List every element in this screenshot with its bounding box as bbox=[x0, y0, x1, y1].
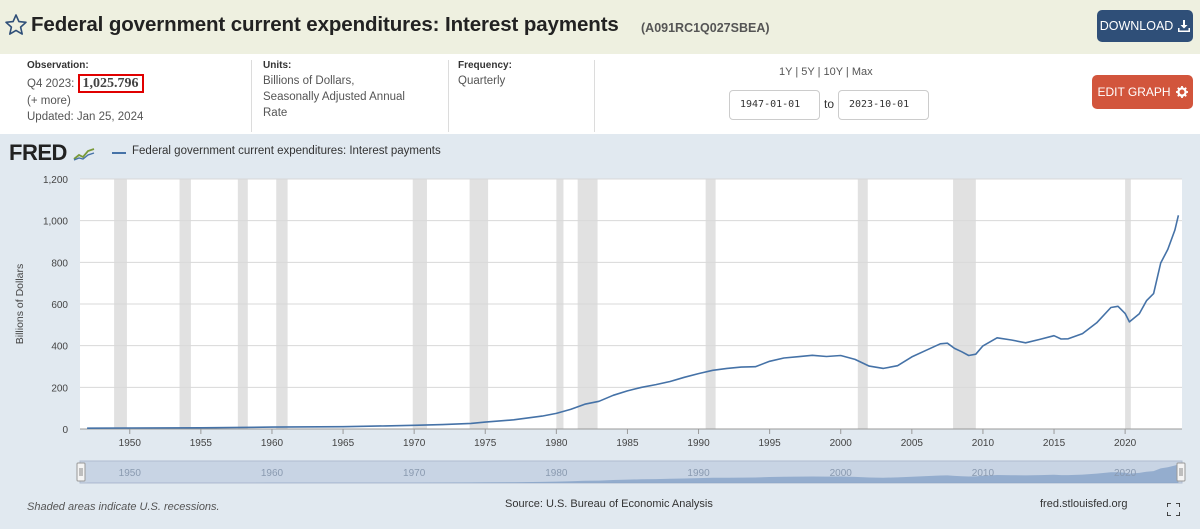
x-tick-label: 1960 bbox=[261, 438, 284, 449]
y-tick-label: 1,000 bbox=[43, 217, 68, 228]
edit-graph-button[interactable]: EDIT GRAPH bbox=[1092, 75, 1193, 109]
y-tick-label: 800 bbox=[51, 258, 68, 269]
recession-note: Shaded areas indicate U.S. recessions. bbox=[27, 501, 220, 513]
x-tick-label: 1965 bbox=[332, 438, 355, 449]
x-tick-label: 1990 bbox=[687, 438, 710, 449]
x-tick-label: 2010 bbox=[972, 438, 995, 449]
frequency-block: Frequency: Quarterly bbox=[458, 60, 588, 132]
frequency-value: Quarterly bbox=[458, 75, 506, 87]
units-line: Seasonally Adjusted Annual bbox=[263, 91, 405, 103]
observation-label: Observation: bbox=[27, 60, 89, 71]
navigator-tick-label: 1960 bbox=[261, 468, 284, 479]
range-1y[interactable]: 1Y bbox=[779, 66, 793, 78]
y-tick-label: 200 bbox=[51, 383, 68, 394]
units-block: Units: Billions of Dollars, Seasonally A… bbox=[263, 60, 443, 132]
edit-graph-label: EDIT GRAPH bbox=[1097, 85, 1171, 99]
star-icon[interactable] bbox=[4, 13, 28, 37]
navigator-tick-label: 1980 bbox=[545, 468, 568, 479]
navigator-tick-label: 2010 bbox=[972, 468, 995, 479]
x-tick-label: 1980 bbox=[545, 438, 568, 449]
range-10y[interactable]: 10Y bbox=[823, 66, 843, 78]
y-tick-label: 0 bbox=[62, 425, 68, 436]
x-tick-label: 2020 bbox=[1114, 438, 1137, 449]
gear-icon bbox=[1175, 86, 1188, 98]
fred-url[interactable]: fred.stlouisfed.org bbox=[1040, 498, 1128, 510]
source-text: Source: U.S. Bureau of Economic Analysis bbox=[505, 498, 713, 510]
series-title: Federal government current expenditures:… bbox=[31, 13, 619, 36]
y-axis-label: Billions of Dollars bbox=[14, 264, 26, 345]
navigator-handle[interactable] bbox=[1176, 462, 1186, 482]
navigator-tick-label: 1950 bbox=[119, 468, 142, 479]
units-line: Billions of Dollars, bbox=[263, 75, 355, 87]
fullscreen-icon[interactable] bbox=[1167, 503, 1180, 516]
x-tick-label: 2005 bbox=[901, 438, 924, 449]
divider bbox=[251, 60, 252, 132]
fred-logo-graph-icon bbox=[72, 148, 94, 161]
x-tick-label: 2000 bbox=[830, 438, 853, 449]
legend-label: Federal government current expenditures:… bbox=[132, 145, 441, 157]
y-tick-label: 1,200 bbox=[43, 175, 68, 186]
navigator-series bbox=[87, 464, 1179, 483]
updated-date: Updated: Jan 25, 2024 bbox=[27, 111, 144, 123]
observation-value: 1,025.796 bbox=[77, 74, 144, 93]
navigator-tick-label: 1970 bbox=[403, 468, 426, 479]
units-line: Rate bbox=[263, 107, 288, 119]
chart[interactable]: 0 200 400 600 800 1,000 1,200 1950 1955 1960 1965 1… bbox=[0, 134, 1200, 529]
download-button[interactable]: DOWNLOAD bbox=[1097, 10, 1193, 42]
start-date-input[interactable]: 1947-01-01 bbox=[729, 90, 820, 120]
divider bbox=[448, 60, 449, 132]
download-label: DOWNLOAD bbox=[1099, 19, 1174, 33]
x-tick-label: 1970 bbox=[403, 438, 426, 449]
divider bbox=[594, 60, 595, 132]
units-label: Units: bbox=[263, 60, 292, 71]
series-id: (A091RC1Q027SBEA) bbox=[641, 21, 770, 35]
graph-area: 0 200 400 600 800 1,000 1,200 1950 1955 1960 1965 1… bbox=[0, 134, 1200, 529]
range-5y[interactable]: 5Y bbox=[801, 66, 815, 78]
navigator-tick-label: 2020 bbox=[1114, 468, 1137, 479]
y-tick-label: 600 bbox=[51, 300, 68, 311]
x-tick-label: 1975 bbox=[474, 438, 497, 449]
series-line bbox=[87, 215, 1180, 430]
to-label: to bbox=[824, 97, 835, 111]
x-tick-label: 2015 bbox=[1043, 438, 1066, 449]
x-tick-label: 1985 bbox=[616, 438, 639, 449]
navigator-handle[interactable] bbox=[76, 462, 86, 482]
observation-period: Q4 2023: bbox=[27, 78, 75, 90]
y-tick-label: 400 bbox=[51, 342, 68, 353]
range-links: 1Y | 5Y | 10Y | Max bbox=[779, 66, 873, 78]
info-panel: Observation: Q4 2023: 1,025.796 (+ more)… bbox=[0, 54, 1200, 134]
navigator-tick-label: 1990 bbox=[687, 468, 710, 479]
x-tick-label: 1955 bbox=[190, 438, 213, 449]
x-tick-label: 1950 bbox=[119, 438, 142, 449]
end-date-input[interactable]: 2023-10-01 bbox=[838, 90, 929, 120]
observation-block: Observation: Q4 2023: 1,025.796 (+ more)… bbox=[27, 60, 247, 132]
download-icon bbox=[1178, 20, 1191, 32]
range-max[interactable]: Max bbox=[851, 66, 873, 78]
header-bar: Federal government current expenditures:… bbox=[0, 0, 1200, 54]
fred-logo[interactable]: FRED bbox=[9, 140, 95, 166]
navigator-tick-label: 2000 bbox=[830, 468, 853, 479]
x-tick-label: 1995 bbox=[759, 438, 782, 449]
legend-swatch bbox=[112, 152, 126, 154]
frequency-label: Frequency: bbox=[458, 60, 512, 71]
more-link[interactable]: (+ more) bbox=[27, 95, 71, 107]
